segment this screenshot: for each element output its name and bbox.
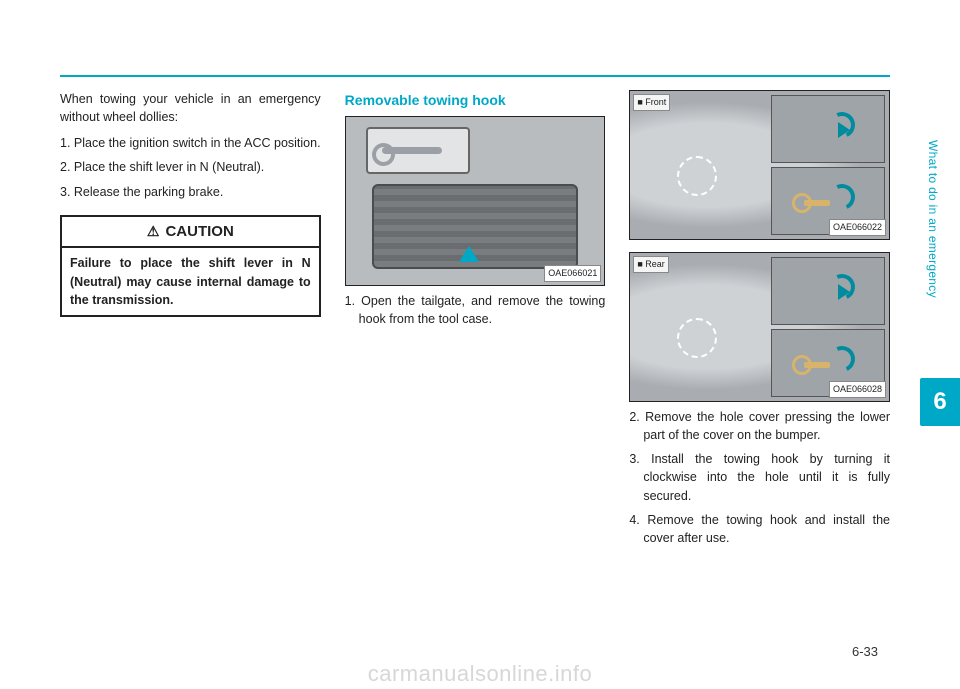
figure-tag: OAE066021 bbox=[544, 265, 601, 282]
arrow-up-icon bbox=[459, 246, 479, 262]
columns: When towing your vehicle in an emergency… bbox=[60, 90, 890, 553]
caution-body: Failure to place the shift lever in N (N… bbox=[62, 248, 319, 314]
hook-installed-icon bbox=[804, 200, 830, 206]
intro-para: When towing your vehicle in an emergency… bbox=[60, 90, 321, 126]
rotate-arrow-icon bbox=[825, 342, 858, 375]
warning-icon: ⚠ bbox=[147, 221, 160, 241]
page-content: When towing your vehicle in an emergency… bbox=[60, 50, 890, 670]
column-3: ■ Front OAE066022 ■ Rear bbox=[629, 90, 890, 553]
figure-front: ■ Front OAE066022 bbox=[629, 90, 890, 240]
figure-stack: ■ Front OAE066022 ■ Rear bbox=[629, 90, 890, 408]
caution-heading: ⚠ CAUTION bbox=[62, 217, 319, 249]
col2-step-1: 1. Open the tailgate, and remove the tow… bbox=[345, 292, 606, 328]
front-label: ■ Front bbox=[633, 94, 670, 111]
step-3: 3. Release the parking brake. bbox=[60, 183, 321, 201]
step-1: 1. Place the ignition switch in the ACC … bbox=[60, 134, 321, 152]
column-1: When towing your vehicle in an emergency… bbox=[60, 90, 321, 553]
chapter-tab: 6 bbox=[920, 378, 960, 426]
caution-label: CAUTION bbox=[165, 221, 233, 243]
figure-rear: ■ Rear OAE066028 bbox=[629, 252, 890, 402]
caution-box: ⚠ CAUTION Failure to place the shift lev… bbox=[60, 215, 321, 317]
rear-inset-a bbox=[771, 257, 885, 325]
page-number: 6-33 bbox=[852, 644, 878, 659]
col3-step-4: 4. Remove the towing hook and install th… bbox=[629, 511, 890, 547]
hook-installed-icon bbox=[804, 362, 830, 368]
push-arrow-icon bbox=[838, 122, 850, 138]
watermark: carmanualsonline.info bbox=[0, 661, 960, 687]
towing-hook-icon bbox=[382, 147, 442, 155]
col3-step-3: 3. Install the towing hook by turning it… bbox=[629, 450, 890, 504]
cover-circle-icon bbox=[677, 318, 717, 358]
column-2: Removable towing hook OAE066021 1. Open … bbox=[345, 90, 606, 553]
push-arrow-icon bbox=[838, 284, 850, 300]
figure-trunk: OAE066021 bbox=[345, 116, 606, 286]
side-chapter-label: What to do in an emergency bbox=[926, 140, 940, 298]
figure-tag-rear: OAE066028 bbox=[829, 381, 886, 398]
figure-tag-front: OAE066022 bbox=[829, 219, 886, 236]
step-2: 2. Place the shift lever in N (Neutral). bbox=[60, 158, 321, 176]
rear-label: ■ Rear bbox=[633, 256, 668, 273]
hook-callout bbox=[366, 127, 469, 174]
front-inset-a bbox=[771, 95, 885, 163]
rotate-arrow-icon bbox=[825, 180, 858, 213]
col3-step-2: 2. Remove the hole cover pressing the lo… bbox=[629, 408, 890, 444]
cover-circle-icon bbox=[677, 156, 717, 196]
section-title: Removable towing hook bbox=[345, 90, 606, 110]
